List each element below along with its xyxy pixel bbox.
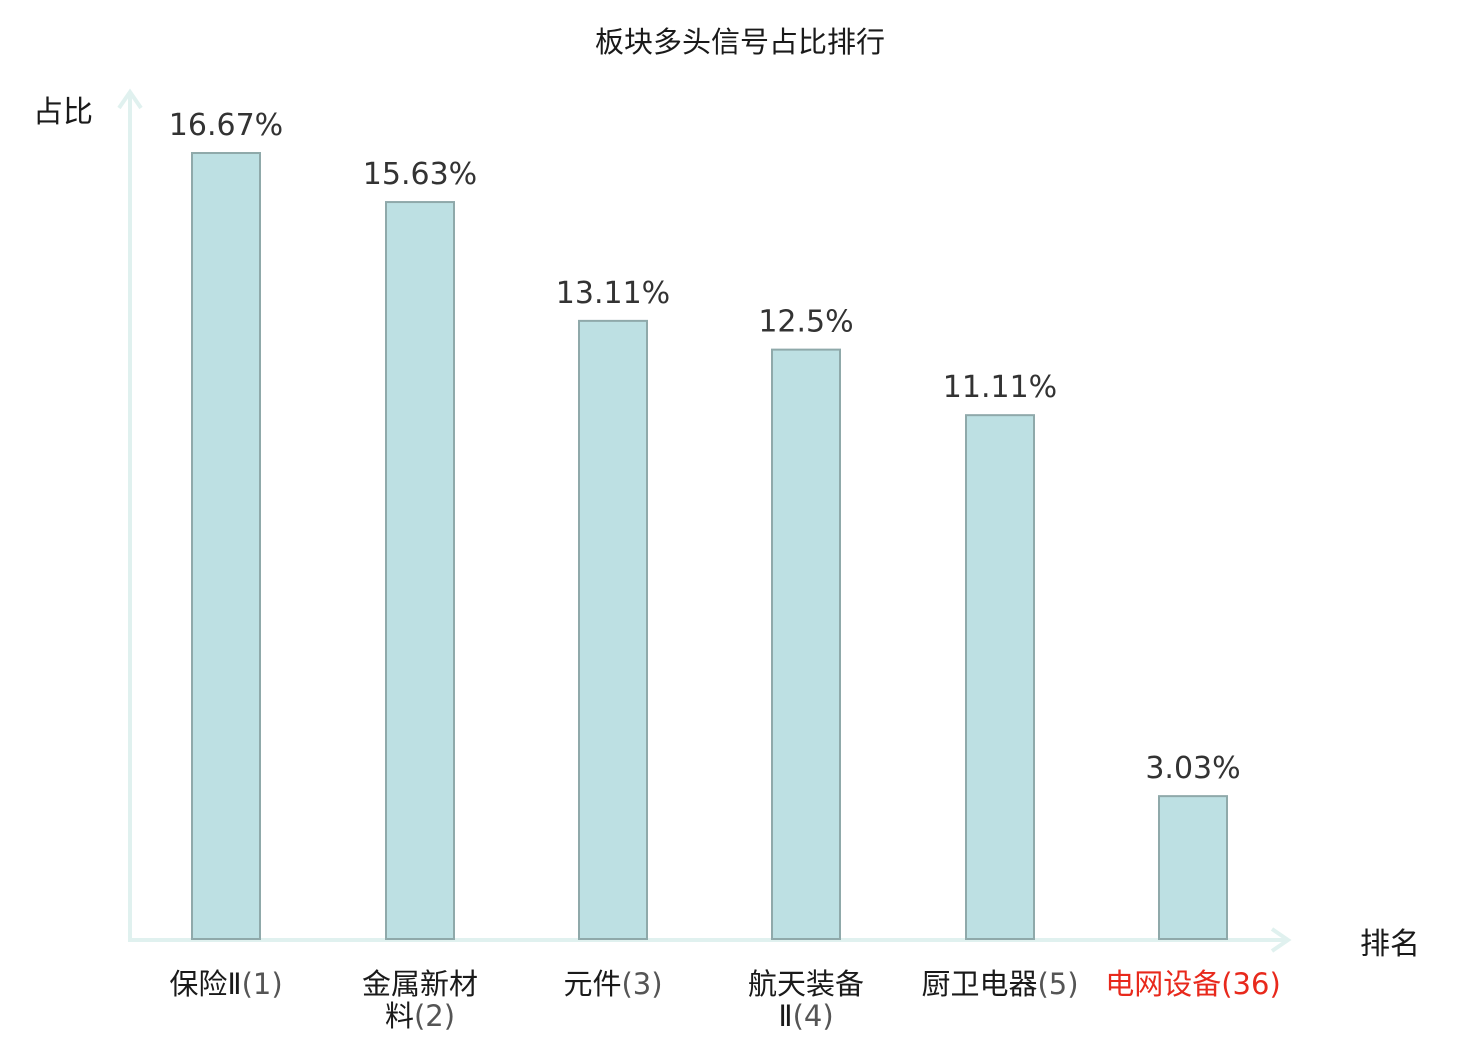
category-label: 元件(3) bbox=[563, 967, 662, 1001]
chart-title: 板块多头信号占比排行 bbox=[595, 25, 885, 59]
bar bbox=[191, 152, 261, 940]
category-label: 料(2) bbox=[385, 999, 455, 1033]
category-label: 航天装备 bbox=[748, 967, 864, 1001]
value-label: 11.11% bbox=[943, 370, 1057, 405]
x-axis-arrow bbox=[1270, 927, 1292, 953]
value-label: 13.11% bbox=[556, 276, 670, 311]
x-axis-label: 排名 bbox=[1360, 927, 1420, 962]
category-label: 保险Ⅱ(1) bbox=[169, 967, 282, 1001]
category-label: Ⅱ(4) bbox=[778, 999, 833, 1033]
bar bbox=[578, 319, 648, 940]
value-label: 3.03% bbox=[1145, 751, 1240, 786]
category-label: 电网设备(36) bbox=[1105, 967, 1281, 1001]
category-label: 金属新材 bbox=[362, 967, 478, 1001]
y-axis-label: 占比 bbox=[33, 95, 93, 130]
value-label: 12.5% bbox=[758, 305, 853, 340]
bar bbox=[965, 414, 1035, 940]
value-label: 15.63% bbox=[363, 157, 477, 192]
y-axis-arrow bbox=[117, 88, 143, 110]
value-label: 16.67% bbox=[169, 108, 283, 143]
category-label: 厨卫电器(5) bbox=[921, 967, 1078, 1001]
bar bbox=[385, 201, 455, 941]
bar bbox=[771, 348, 841, 940]
bar bbox=[1158, 795, 1228, 940]
